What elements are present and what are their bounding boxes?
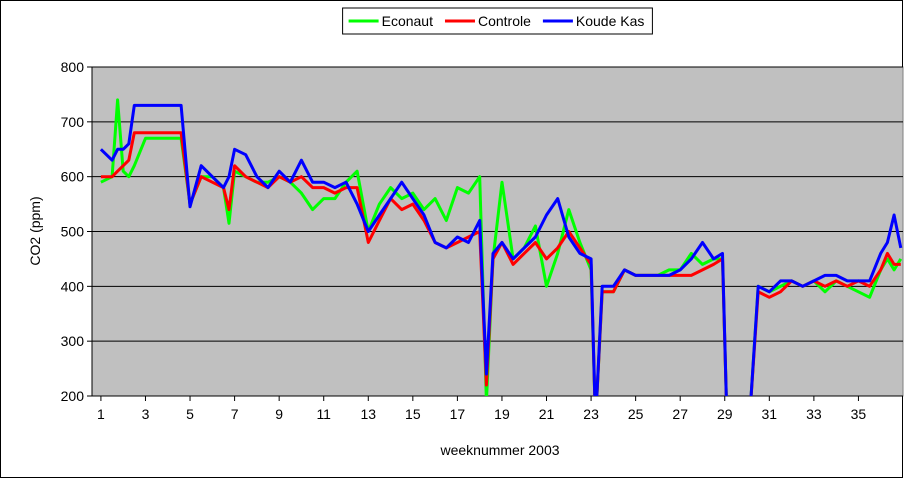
x-tick-label: 31: [762, 406, 778, 422]
x-tick-label: 21: [539, 406, 555, 422]
legend-label: Econaut: [382, 13, 433, 29]
x-tick-label: 17: [450, 406, 466, 422]
x-tick-label: 9: [275, 406, 283, 422]
y-tick-label: 400: [61, 278, 85, 294]
x-tick-label: 25: [628, 406, 644, 422]
y-tick-label: 300: [61, 333, 85, 349]
x-tick-label: 27: [672, 406, 688, 422]
x-tick-label: 23: [583, 406, 599, 422]
series-line: [749, 213, 903, 396]
x-tick-label: 19: [494, 406, 510, 422]
series-line: [99, 103, 728, 396]
x-tick-label: 7: [231, 406, 239, 422]
x-tick-label: 15: [405, 406, 421, 422]
legend-label: Koude Kas: [576, 13, 645, 29]
x-axis-title: weeknummer 2003: [439, 442, 559, 458]
lines: [99, 98, 903, 396]
y-tick-label: 800: [61, 59, 85, 75]
y-tick-label: 500: [61, 224, 85, 240]
x-tick-label: 11: [316, 406, 331, 422]
x-tick-label: 13: [360, 406, 376, 422]
y-tick-label: 600: [61, 169, 85, 185]
x-tick-label: 33: [806, 406, 822, 422]
x-tick-label: 1: [97, 406, 105, 422]
x-tick-label: 5: [186, 406, 194, 422]
legend-box: [342, 7, 653, 35]
legend-label: Controle: [478, 13, 531, 29]
x-tick-label: 29: [717, 406, 733, 422]
y-tick-label: 200: [61, 388, 85, 404]
x-tick-label: 35: [851, 406, 867, 422]
x-tick-label: 3: [142, 406, 150, 422]
series-line: [749, 251, 901, 396]
legend: Econaut Controle Koude Kas: [342, 7, 653, 35]
y-tick-label: 700: [61, 114, 85, 130]
y-axis-title: CO2 (ppm): [27, 196, 43, 265]
